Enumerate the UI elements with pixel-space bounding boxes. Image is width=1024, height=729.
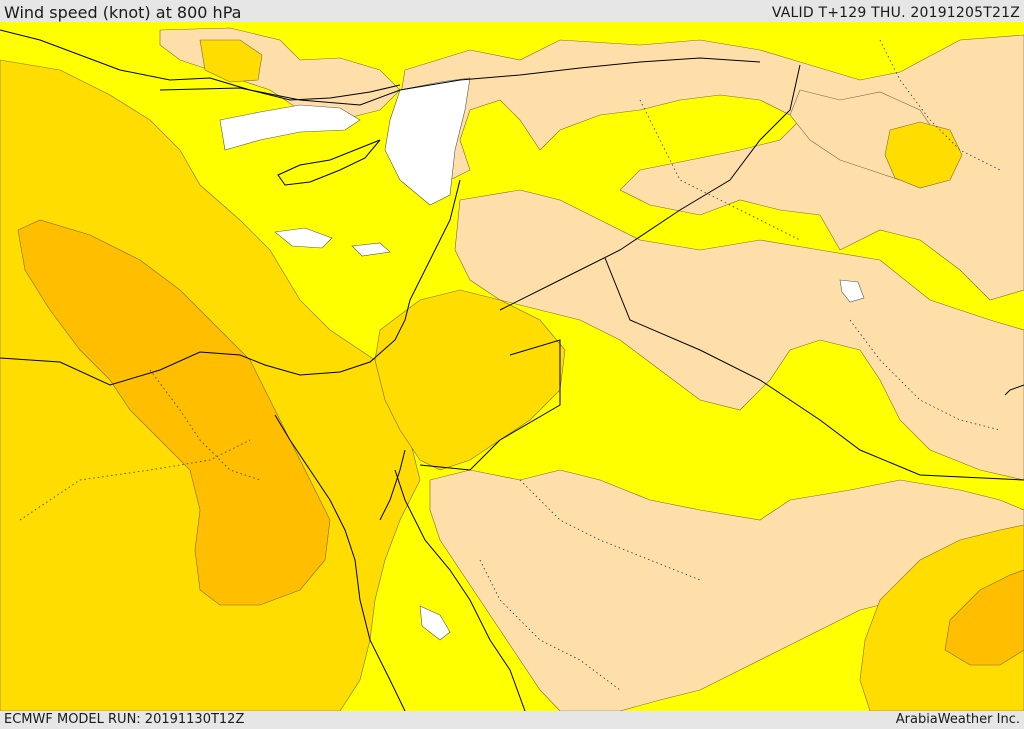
calm-area-levant <box>384 77 471 206</box>
valid-time-label: VALID T+129 THU. 20191205T21Z <box>771 5 1020 21</box>
iraq-saudi-border <box>499 64 801 311</box>
map-frame[interactable] <box>0 22 1024 711</box>
province-line-7 <box>879 39 1001 171</box>
band-gold-jordan <box>374 289 566 471</box>
calm-patch-1 <box>274 227 333 249</box>
saudi-iraq-border-south <box>604 257 1024 481</box>
province-line-2 <box>149 369 261 481</box>
province-line-6 <box>479 559 621 691</box>
band-light-east <box>454 189 1024 481</box>
wind-speed-map[interactable] <box>0 22 1024 711</box>
red-sea-west-coast <box>274 414 406 711</box>
chart-title: Wind speed (knot) at 800 hPa <box>4 3 242 22</box>
anatolia-coast <box>0 29 401 101</box>
band-gold-caspian <box>884 121 963 189</box>
country-borders <box>0 29 1024 711</box>
calm-area-med <box>219 104 361 151</box>
gulf-coast <box>1004 384 1024 396</box>
red-sea-east-coast <box>394 469 526 711</box>
calm-patch-4 <box>839 279 865 303</box>
band-orange-southeast <box>944 569 1024 666</box>
credit-label: ArabiaWeather Inc. <box>895 712 1020 727</box>
band-orange-egypt <box>17 219 331 606</box>
band-orange <box>17 219 1024 666</box>
jordan-border <box>419 339 561 471</box>
province-borders <box>19 39 1001 691</box>
mediterranean-coast <box>0 179 461 386</box>
gulf-of-aqaba <box>379 449 406 521</box>
band-calm <box>219 77 865 641</box>
calm-patch-2 <box>351 242 391 257</box>
province-line-4 <box>639 99 801 241</box>
turkey-border <box>159 57 761 106</box>
header-bar: Wind speed (knot) at 800 hPa VALID T+129… <box>0 0 1024 22</box>
calm-patch-3 <box>419 605 451 641</box>
band-gold-north-1 <box>199 39 263 83</box>
footer-bar: ECMWF MODEL RUN: 20191130T12Z ArabiaWeat… <box>0 711 1024 729</box>
model-run-label: ECMWF MODEL RUN: 20191130T12Z <box>4 712 245 727</box>
cyprus-coast <box>277 139 381 186</box>
